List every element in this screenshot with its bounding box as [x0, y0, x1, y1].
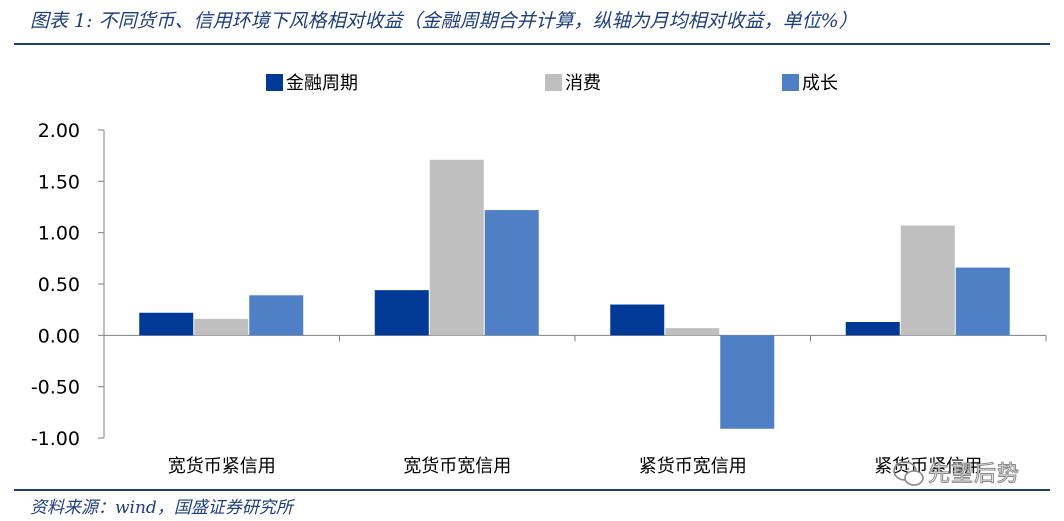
y-tick-label: 1.50	[38, 171, 80, 193]
bar-1	[374, 290, 429, 336]
bar-3	[720, 335, 775, 429]
source-note: 资料来源：wind，国盛证券研究所	[30, 498, 293, 518]
source-divider	[14, 489, 1050, 491]
category-label: 紧货币紧信用	[874, 456, 982, 477]
bar-3	[955, 267, 1010, 336]
legend-label: 消费	[565, 73, 601, 94]
figure-title: 图表 1: 不同货币、信用环境下风格相对收益（金融周期合并计算，纵轴为月均相对收…	[30, 10, 858, 32]
legend-swatch	[545, 74, 562, 91]
watermark-text: 先望后势	[927, 462, 1021, 488]
bar-3	[249, 295, 304, 336]
title-divider	[14, 43, 1050, 45]
legend-label: 金融周期	[286, 73, 358, 94]
watermark: 先望后势	[892, 455, 1042, 489]
category-label: 宽货币紧信用	[168, 456, 276, 477]
bar-2	[194, 318, 249, 336]
bar-2	[429, 159, 484, 336]
legend-label: 成长	[802, 73, 838, 94]
y-tick-label: 1.00	[38, 223, 80, 245]
category-label: 宽货币宽信用	[403, 456, 511, 477]
y-tick-label: -1.00	[31, 428, 80, 450]
y-tick-label: -0.50	[31, 377, 80, 399]
bar-2	[900, 225, 955, 336]
bar-1	[845, 321, 900, 336]
bar-1	[139, 312, 194, 336]
y-tick-label: 2.00	[38, 120, 80, 142]
y-tick-label: 0.50	[38, 274, 80, 296]
wechat-icon	[893, 461, 924, 486]
bar-1	[610, 304, 665, 336]
bar-3	[484, 210, 539, 336]
legend-swatch	[266, 74, 283, 91]
legend-swatch	[782, 74, 799, 91]
y-tick-label: 0.00	[38, 325, 80, 347]
category-label: 紧货币宽信用	[639, 456, 747, 477]
bar-2	[665, 328, 720, 336]
